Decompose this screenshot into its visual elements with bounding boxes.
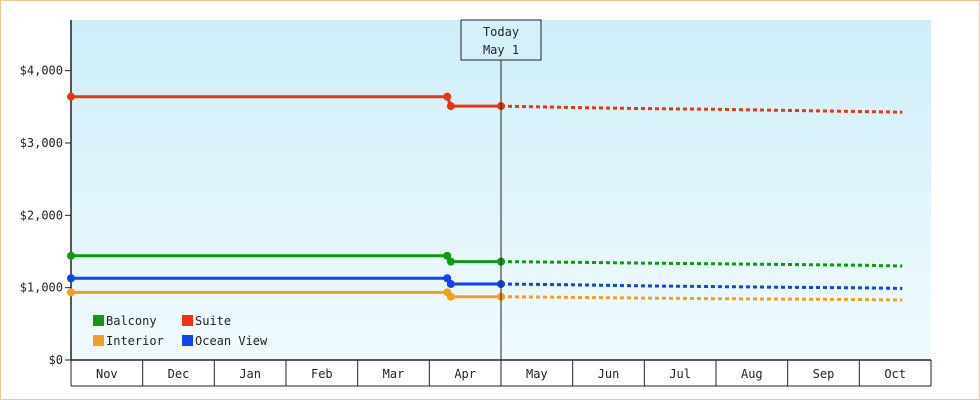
data-point	[446, 280, 455, 289]
today-marker: Today May 1	[460, 19, 542, 360]
legend-item: Suite	[182, 314, 231, 328]
data-point	[443, 274, 452, 283]
month-label: Dec	[168, 367, 190, 381]
month-label: Feb	[311, 367, 333, 381]
series-layer	[67, 92, 903, 302]
data-point	[443, 92, 452, 101]
legend-item: Balcony	[93, 314, 157, 328]
month-label: May	[526, 367, 548, 381]
data-point	[67, 92, 75, 101]
legend-label: Interior	[106, 334, 164, 348]
month-label: Jun	[598, 367, 620, 381]
today-date: May 1	[483, 43, 519, 57]
series-ocean-view	[67, 274, 903, 290]
month-label: Oct	[884, 367, 906, 381]
month-label: Nov	[96, 367, 118, 381]
month-label: Jan	[239, 367, 261, 381]
legend-swatch	[93, 335, 104, 346]
legend-item: Interior	[93, 334, 164, 348]
legend-label: Balcony	[106, 314, 157, 328]
forecast-line	[500, 104, 903, 114]
x-axis: Nov Dec Jan Feb Mar Apr May Jun Jul Aug Sep Oct	[70, 359, 932, 387]
data-point	[446, 292, 455, 301]
month-label: Apr	[454, 367, 476, 381]
legend-label: Ocean View	[195, 334, 268, 348]
legend: Balcony Suite Interior Ocean View	[93, 314, 268, 348]
y-tick-label: $0	[49, 353, 63, 367]
forecast-line	[500, 260, 903, 268]
y-tick-label: $1,000	[20, 281, 63, 295]
month-label: Mar	[383, 367, 405, 381]
legend-label: Suite	[195, 314, 231, 328]
data-point	[67, 251, 75, 260]
today-box	[460, 19, 542, 61]
data-point	[67, 288, 75, 297]
month-label: Aug	[741, 367, 763, 381]
legend-item: Ocean View	[182, 334, 268, 348]
data-point	[67, 274, 75, 283]
y-tick-label: $2,000	[20, 208, 63, 222]
series-balcony	[67, 251, 903, 268]
data-point	[443, 251, 452, 260]
data-point	[446, 257, 455, 266]
y-tick-label: $3,000	[20, 136, 63, 150]
today-label: Today	[483, 25, 519, 39]
legend-swatch	[93, 315, 104, 326]
series-suite	[67, 92, 903, 114]
legend-swatch	[182, 315, 193, 326]
series-interior	[67, 288, 903, 302]
legend-swatch	[182, 335, 193, 346]
month-label: Sep	[813, 367, 835, 381]
forecast-line	[500, 295, 903, 302]
month-label: Jul	[669, 367, 691, 381]
data-point	[446, 102, 455, 111]
forecast-line	[500, 282, 903, 290]
y-axis: $0 $1,000 $2,000 $3,000 $4,000	[20, 20, 72, 367]
y-tick-label: $4,000	[20, 64, 63, 78]
